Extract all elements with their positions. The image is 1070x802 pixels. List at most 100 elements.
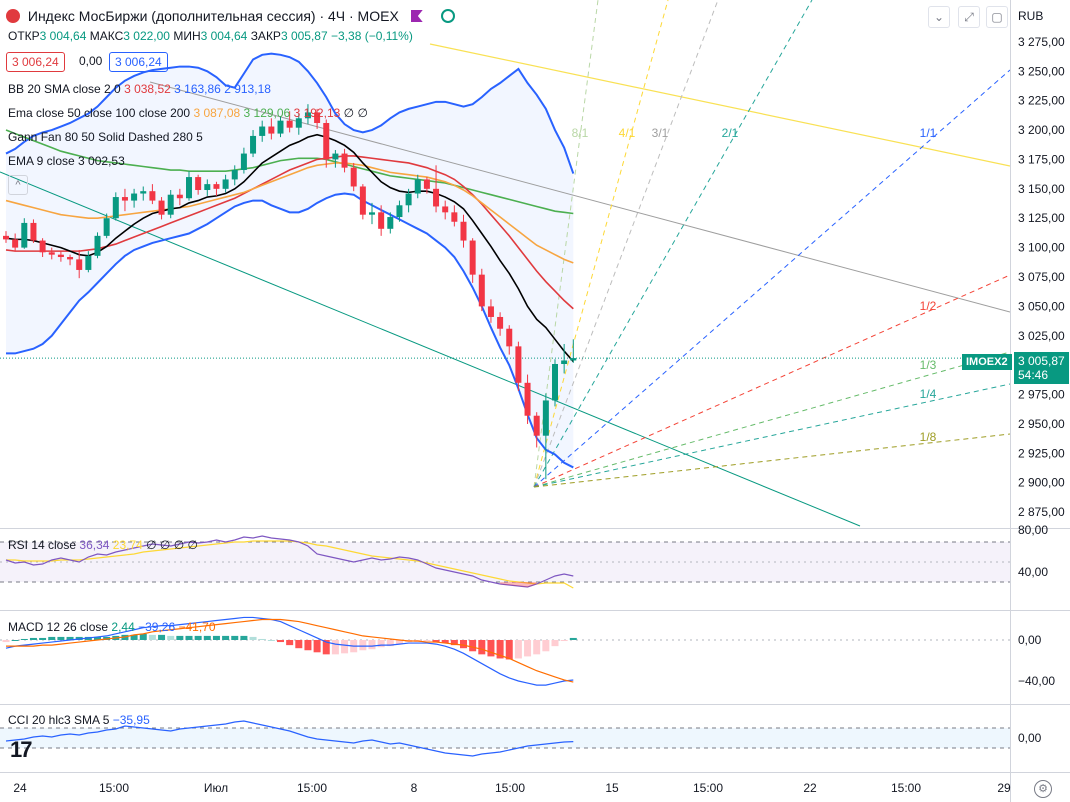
candle-body bbox=[469, 240, 476, 275]
legend-cci[interactable]: CCI 20 hlc3 SMA 5 −35,95 bbox=[8, 712, 150, 728]
ohlc-row: ОТКР3 004,64 МАКС3 022,00 МИН3 004,64 ЗА… bbox=[8, 28, 413, 44]
candle-body bbox=[542, 400, 549, 436]
macd-hist-bar bbox=[551, 640, 559, 647]
candle-body bbox=[76, 259, 83, 270]
high-value: 3 022,00 bbox=[123, 29, 170, 43]
gann-fan-line bbox=[533, 69, 1010, 488]
ema-na-2: ∅ bbox=[357, 106, 368, 120]
candle-body bbox=[314, 112, 321, 123]
rsi-oversold-fill bbox=[500, 582, 537, 587]
macd-hist-bar bbox=[176, 635, 184, 640]
gann-ratio-label: 2/1 bbox=[722, 126, 739, 140]
settings-gear-icon[interactable]: ⚙ bbox=[1034, 780, 1052, 798]
macd-hist-bar bbox=[222, 635, 230, 640]
price-tick-label: 3 150,00 bbox=[1018, 182, 1065, 196]
candle-body bbox=[149, 191, 156, 201]
candle-body bbox=[67, 257, 74, 260]
bb-lower-line bbox=[6, 192, 574, 469]
macd-hist-bar bbox=[441, 640, 449, 644]
macd-hist-bar bbox=[359, 640, 367, 651]
price-tick-label: 3 200,00 bbox=[1018, 123, 1065, 137]
currency-label[interactable]: RUB bbox=[1018, 9, 1044, 23]
macd-pane[interactable] bbox=[0, 616, 1010, 686]
price-tick-label: 3 075,00 bbox=[1018, 270, 1065, 284]
candle-body bbox=[387, 217, 394, 229]
ema200-line bbox=[5, 129, 574, 215]
buy-button[interactable]: 3 006,24 bbox=[109, 52, 168, 72]
last-price: 3 005,87 bbox=[1018, 354, 1065, 368]
macd-hist-bar bbox=[39, 637, 47, 640]
candle-body bbox=[85, 255, 92, 270]
chart-title-bar: Индекс МосБиржи (дополнительная сессия) … bbox=[6, 6, 455, 26]
legend-macd[interactable]: MACD 12 26 close 2,44 −39,26 −41,70 bbox=[8, 619, 216, 635]
spread-value: 0,00 bbox=[79, 54, 103, 68]
candle-body bbox=[112, 197, 119, 219]
sell-button[interactable]: 3 006,24 bbox=[6, 52, 65, 72]
macd-hist-bar bbox=[20, 638, 28, 640]
maximize-icon[interactable]: ▢ bbox=[986, 6, 1008, 28]
time-tick-label: 15:00 bbox=[891, 781, 921, 795]
bar-countdown: 54:46 bbox=[1018, 368, 1049, 382]
macd-hist-bar bbox=[148, 634, 156, 640]
candle-body bbox=[350, 167, 357, 187]
cci-value: −35,95 bbox=[112, 713, 150, 727]
candle-body bbox=[570, 358, 577, 361]
rsi-line bbox=[5, 535, 574, 588]
macd-hist-bar bbox=[386, 640, 394, 647]
price-tick-label: 3 025,00 bbox=[1018, 329, 1065, 343]
candle-body bbox=[195, 177, 202, 191]
legend-rsi[interactable]: RSI 14 close 36,34 23,74 ∅ ∅ ∅ ∅ bbox=[8, 537, 198, 553]
candle-body bbox=[286, 120, 293, 128]
legend-bb[interactable]: BB 20 SMA close 2 0 3 038,52 3 163,86 2 … bbox=[8, 81, 271, 97]
macd-hist-bar bbox=[313, 640, 321, 653]
price-tick-label: 2 950,00 bbox=[1018, 417, 1065, 431]
rsi-na: ∅ ∅ ∅ ∅ bbox=[146, 538, 198, 552]
macd-hist-bar bbox=[533, 640, 541, 655]
tradingview-logo[interactable]: 17 bbox=[10, 737, 33, 762]
rsi-value: 36,34 bbox=[79, 538, 110, 552]
legend-ema-pair[interactable]: Ema close 50 close 100 close 200 3 087,0… bbox=[8, 105, 368, 121]
rsi-name: RSI 14 close bbox=[8, 538, 77, 552]
cci-pane[interactable] bbox=[0, 720, 1010, 757]
candle-body bbox=[533, 415, 540, 436]
macd-name: MACD 12 26 close bbox=[8, 620, 109, 634]
legend-gann[interactable]: Gann Fan 80 50 Solid Dashed 280 5 bbox=[8, 129, 203, 145]
candle-body bbox=[176, 194, 183, 199]
bb-upper-line bbox=[5, 52, 575, 174]
time-tick-label: 15:00 bbox=[495, 781, 525, 795]
macd-hist-bar bbox=[66, 636, 74, 640]
main-price-pane[interactable]: 8/1 4/1 3/1 2/1 1/1 1/2 1/3 1/4 1/8 bbox=[0, 0, 1010, 527]
candle-body bbox=[186, 177, 192, 199]
candle-body bbox=[552, 363, 558, 401]
collapse-legend-icon[interactable]: ^ bbox=[8, 175, 28, 195]
expand-icon[interactable]: ⤢ bbox=[958, 6, 980, 28]
time-tick-label: 15 bbox=[605, 781, 619, 795]
gann-fan-line bbox=[533, 351, 1010, 488]
low-value: 3 004,64 bbox=[200, 29, 248, 43]
cci-band bbox=[0, 728, 1010, 748]
legend-ema9[interactable]: EMA 9 close 3 002,53 bbox=[8, 153, 125, 169]
symbol-tag: IMOEX2 bbox=[962, 354, 1012, 370]
chevron-down-icon[interactable]: ⌄ bbox=[928, 6, 950, 28]
candle-body bbox=[515, 346, 522, 383]
rsi-pane[interactable] bbox=[0, 535, 1010, 589]
macd-hist-bar bbox=[569, 637, 577, 640]
macd-hist-bar bbox=[524, 640, 532, 657]
macd-hist-bar bbox=[94, 636, 101, 640]
gann-ratio-label: 4/1 bbox=[619, 126, 636, 140]
flag-icon[interactable] bbox=[410, 10, 423, 22]
chart-title[interactable]: Индекс МосБиржи (дополнительная сессия) … bbox=[27, 8, 399, 24]
macd-hist-bar bbox=[258, 638, 266, 640]
candle-body bbox=[94, 235, 101, 256]
candle-body bbox=[506, 328, 513, 347]
high-label: МАКС bbox=[89, 29, 124, 43]
macd-hist-bar bbox=[560, 640, 568, 642]
gann-ratio-label: 1/8 bbox=[920, 430, 937, 444]
candle-body bbox=[231, 170, 238, 180]
macd-hist-bar bbox=[368, 640, 376, 650]
candle-body bbox=[433, 188, 440, 207]
gann-ratio-label: 1/2 bbox=[920, 299, 937, 313]
ema50-line bbox=[5, 162, 574, 264]
